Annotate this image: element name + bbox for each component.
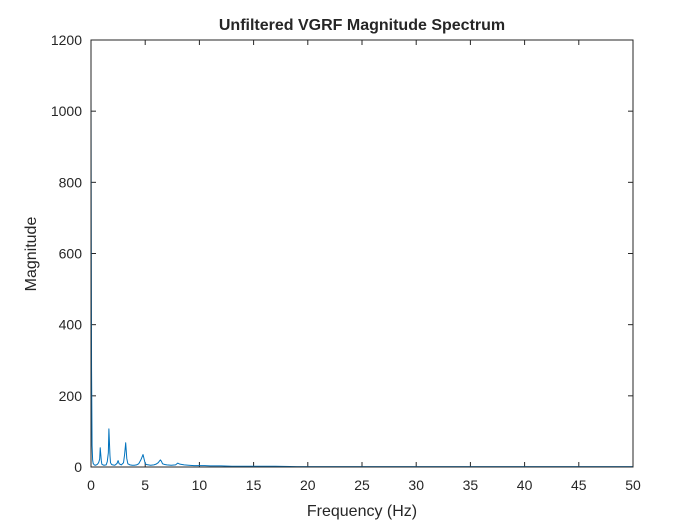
y-tick-label: 600 [59,246,83,262]
x-tick-label: 25 [354,477,370,493]
y-tick-label: 0 [74,459,82,475]
y-axis-label: Magnitude [23,217,40,292]
x-tick-label: 5 [141,477,149,493]
x-tick-label: 45 [571,477,587,493]
y-tick-label: 800 [59,174,83,190]
chart-title: Unfiltered VGRF Magnitude Spectrum [219,17,505,34]
x-tick-label: 40 [517,477,533,493]
x-tick-label: 10 [192,477,208,493]
x-tick-label: 20 [300,477,316,493]
x-tick-label: 50 [625,477,641,493]
x-tick-label: 35 [463,477,479,493]
x-tick-label: 30 [408,477,424,493]
axes-box [90,39,634,468]
plot-area [91,40,633,467]
y-tick-label: 1000 [51,103,82,119]
x-axis-label: Frequency (Hz) [307,503,417,520]
y-tick-label: 1200 [51,32,82,48]
x-tick-label: 0 [87,477,95,493]
y-tick-label: 400 [59,317,83,333]
axis-tick-labels: 0 5 10 15 20 25 30 35 40 45 50 0 200 400 600 800 1000 120… [51,32,641,493]
y-tick-label: 200 [59,388,83,404]
x-tick-label: 15 [246,477,262,493]
